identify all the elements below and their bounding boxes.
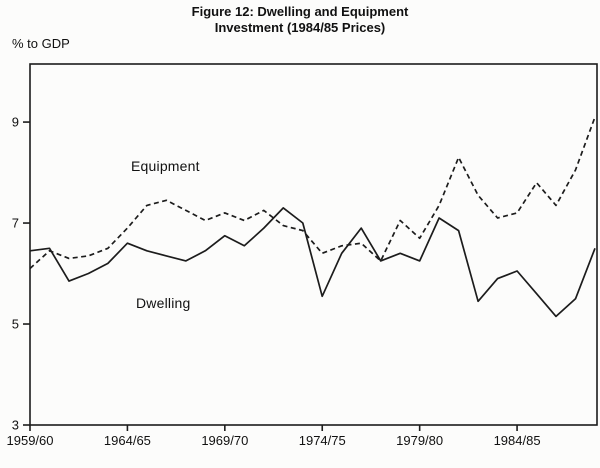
equipment-series-label: Equipment <box>131 158 200 174</box>
chart-title-line1: Figure 12: Dwelling and Equipment <box>191 4 409 19</box>
y-axis-label: % to GDP <box>12 36 70 51</box>
plot-frame <box>29 63 598 426</box>
x-tick-label: 1959/60 <box>7 433 54 448</box>
chart-title-line2: Investment (1984/85 Prices) <box>214 20 386 35</box>
dwelling-series-label: Dwelling <box>136 295 191 311</box>
y-tick-label: 5 <box>12 317 19 332</box>
x-tick-label: 1974/75 <box>299 433 346 448</box>
x-tick-label: 1979/80 <box>396 433 443 448</box>
x-tick-label: 1964/65 <box>104 433 151 448</box>
dwelling-line <box>29 207 596 318</box>
y-tick-label: 9 <box>12 115 19 130</box>
y-tick-label: 3 <box>12 418 19 433</box>
equipment-line <box>29 116 596 270</box>
x-tick-label: 1984/85 <box>494 433 541 448</box>
x-tick-label: 1969/70 <box>201 433 248 448</box>
chart-title: Figure 12: Dwelling and Equipment Invest… <box>0 4 600 36</box>
y-tick-label: 7 <box>12 216 19 231</box>
